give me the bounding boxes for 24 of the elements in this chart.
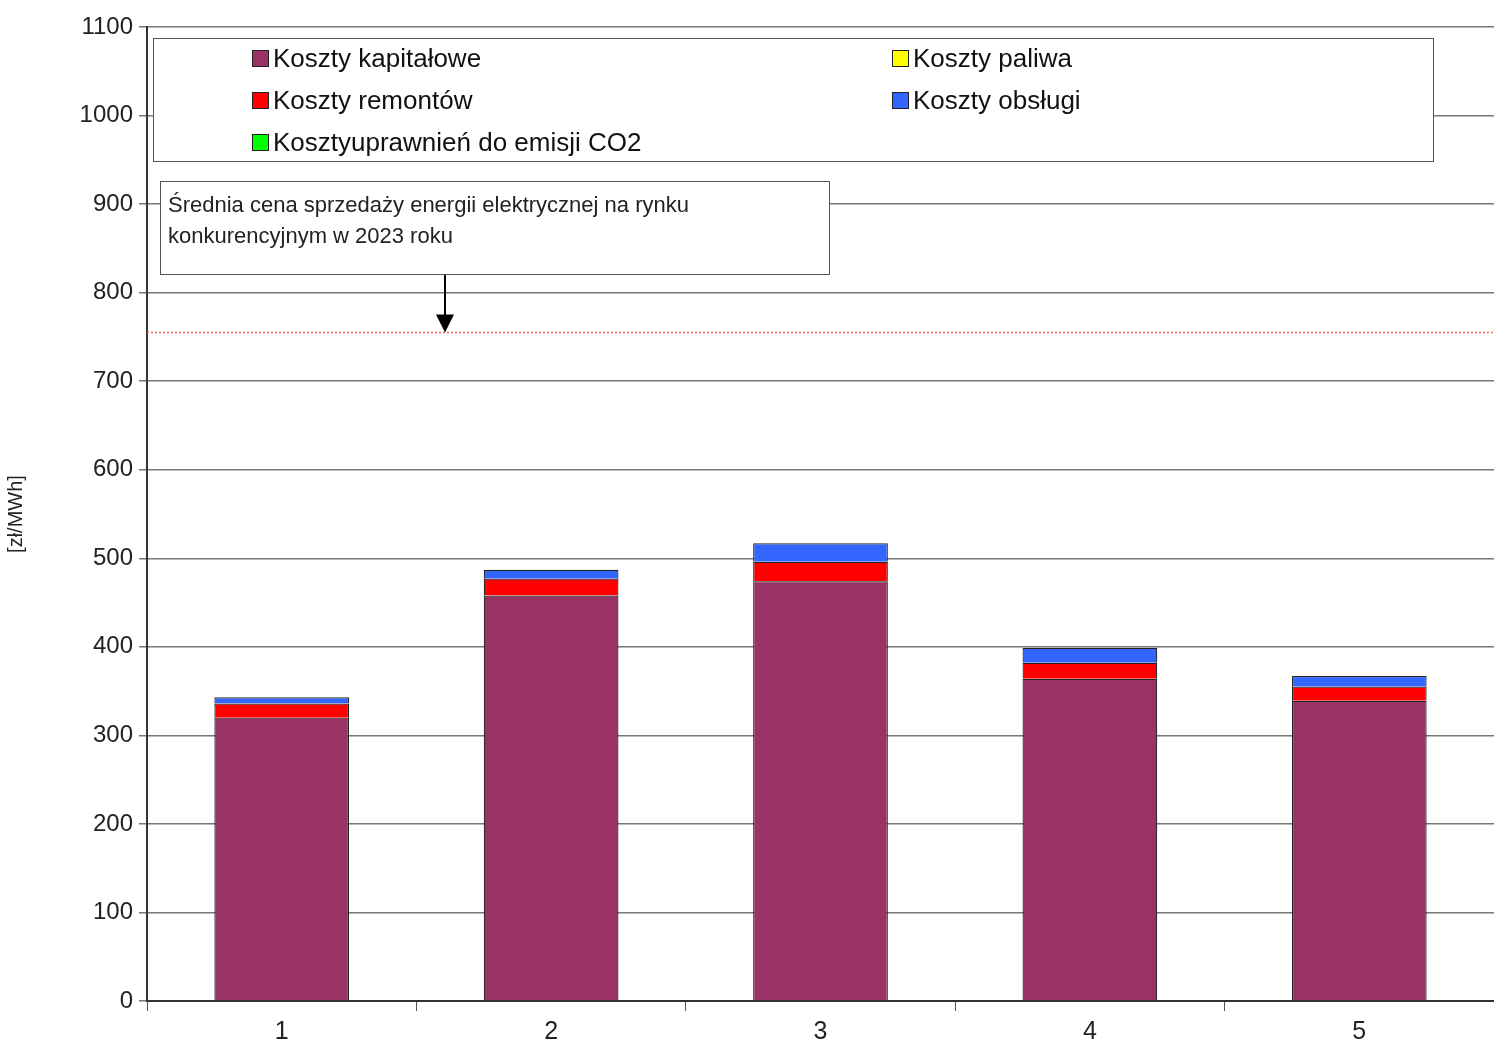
- y-tick-label: 300: [92, 719, 133, 747]
- x-tick-label: 1: [274, 1015, 289, 1044]
- y-tick-label: 100: [92, 897, 133, 925]
- y-tick-label: 600: [92, 454, 133, 482]
- y-tick-label: 400: [92, 631, 133, 659]
- y-tick-label: 1000: [79, 100, 133, 128]
- x-tick-label: 4: [1082, 1015, 1097, 1044]
- legend-label: Koszty remontów: [273, 85, 473, 116]
- y-tick-label: 1100: [81, 11, 133, 39]
- y-axis-title: [zł/MWh]: [3, 475, 26, 553]
- y-tick-label: 200: [92, 808, 133, 836]
- y-tick-label: 700: [92, 365, 133, 393]
- legend-label: Koszty kapitałowe: [273, 43, 482, 74]
- y-tick-label: 500: [92, 542, 133, 570]
- y-tick-label: 800: [92, 277, 133, 305]
- x-tick-label: 5: [1352, 1015, 1367, 1044]
- annotation: Średnia cena sprzedaży energii elektrycznej na rynku konkurencyjnym w 2023 roku: [168, 191, 690, 250]
- legend-label: Koszty obsługi: [913, 85, 1081, 116]
- x-tick-label: 3: [813, 1015, 828, 1044]
- y-tick-label: 0: [119, 985, 133, 1013]
- legend-label: Kosztyuprawnień do emisji CO2: [273, 127, 642, 158]
- x-tick-label: 2: [544, 1015, 559, 1044]
- y-tick-label: 900: [92, 188, 133, 216]
- legend-label: Koszty paliwa: [913, 43, 1072, 74]
